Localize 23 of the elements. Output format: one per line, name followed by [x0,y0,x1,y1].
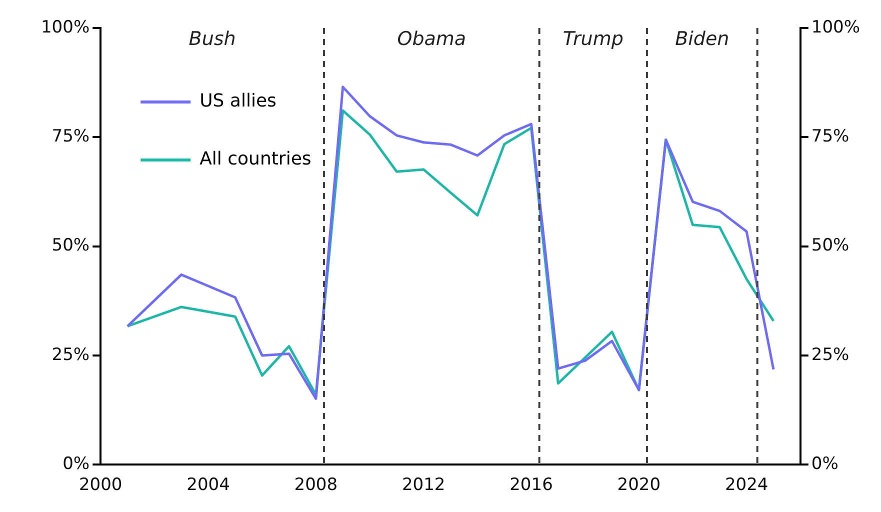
y-tick-label: 100% [40,17,90,38]
annotation: Biden [675,28,730,50]
y2-tick-label: 100% [811,17,860,38]
x-tick-label: 2000 [78,475,122,496]
y-tick-label: 25% [52,344,90,365]
x-tick-label: 2020 [617,475,661,496]
annotation: Bush [188,28,236,50]
annotation: Obama [397,28,466,50]
y-tick-label: 50% [52,236,90,256]
legend-label: All countries [200,148,312,170]
annotation: Trump [562,28,624,50]
x-tick-label: 2004 [186,475,230,496]
x-tick-label: 2016 [510,475,553,496]
legend-label: US allies [200,90,276,112]
y-tick-label: 75% [52,126,90,147]
y2-tick-label: 50% [811,236,850,256]
y2-tick-label: 0% [811,454,838,474]
y2-tick-label: 25% [811,344,850,365]
x-tick-label: 2012 [402,475,446,496]
y-tick-label: 0% [62,454,90,474]
x-tick-label: 2008 [294,475,338,496]
y2-tick-label: 75% [811,126,850,147]
x-tick-label: 2024 [724,475,768,496]
